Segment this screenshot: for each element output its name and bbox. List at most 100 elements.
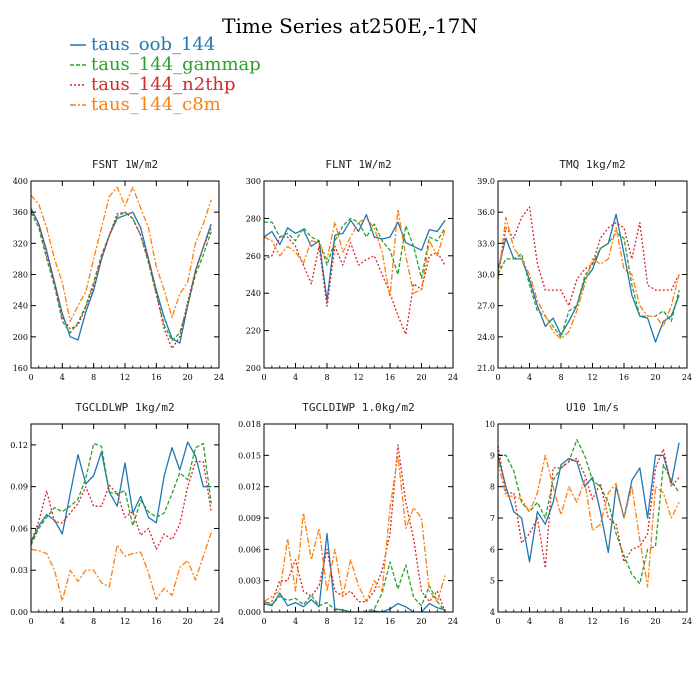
- y-tick-label: 200: [13, 333, 28, 342]
- x-tick-label: 8: [91, 617, 96, 626]
- x-tick-label: 4: [527, 373, 532, 382]
- x-tick-label: 16: [385, 373, 395, 382]
- y-tick-label: 30.0: [477, 271, 495, 280]
- panel-title: FLNT 1W/m2: [325, 158, 391, 171]
- x-tick-label: 16: [385, 617, 395, 626]
- y-tick-label: 9: [490, 451, 495, 460]
- y-tick-label: 280: [246, 214, 261, 223]
- y-tick-label: 8: [490, 483, 495, 492]
- x-tick-label: 12: [587, 617, 597, 626]
- series-group: [498, 439, 680, 588]
- y-tick-label: 0.015: [238, 451, 261, 460]
- plot-frame: [497, 423, 688, 613]
- x-tick-label: 12: [120, 373, 130, 382]
- x-tick-label: 20: [650, 617, 660, 626]
- x-tick-label: 24: [682, 617, 692, 626]
- series-line: [498, 445, 680, 569]
- y-tick-label: 10: [485, 420, 495, 429]
- panel-title: TGCLDIWP 1.0kg/m2: [302, 401, 415, 414]
- series-line: [264, 454, 446, 603]
- y-tick-label: 0.000: [238, 608, 261, 617]
- y-tick-label: 200: [246, 364, 261, 373]
- series-group: [31, 441, 212, 602]
- y-tick-label: 0.018: [238, 420, 261, 429]
- series-line: [498, 213, 680, 343]
- y-tick-label: 39.0: [477, 177, 495, 186]
- series-line: [264, 208, 446, 298]
- series-line: [31, 532, 212, 602]
- y-tick-label: 27.0: [477, 302, 495, 311]
- y-tick-label: 360: [13, 208, 28, 217]
- y-tick-label: 240: [246, 289, 261, 298]
- x-tick-label: 16: [619, 617, 629, 626]
- series-group: [498, 206, 680, 343]
- panel: TGCLDLWP 1kg/m2 0 4 8 12 16 20 24 0.00 0.03 0.06 0.…: [10, 401, 224, 626]
- x-tick-label: 12: [587, 373, 597, 382]
- series-line: [498, 454, 680, 588]
- y-tick-label: 36.0: [477, 208, 495, 217]
- series-line: [264, 236, 446, 335]
- legend-entry: taus_144_gammap: [70, 54, 261, 75]
- y-tick-label: 0.003: [238, 577, 261, 586]
- x-tick-label: 8: [558, 373, 563, 382]
- series-line: [264, 444, 446, 612]
- x-tick-label: 24: [214, 617, 224, 626]
- series-line: [31, 460, 212, 550]
- series-line: [31, 210, 212, 350]
- series-line: [264, 533, 446, 612]
- series-line: [264, 217, 446, 279]
- y-tick-label: 0.00: [10, 608, 28, 617]
- panel-title: FSNT 1W/m2: [92, 158, 158, 171]
- panels: FSNT 1W/m20 4 8 12 16 20 241602002402803203604…: [10, 158, 692, 626]
- panel-title: U10 1m/s: [566, 401, 619, 414]
- series-line: [498, 216, 680, 340]
- figure-title: Time Series at250E,-17N: [222, 14, 478, 38]
- y-tick-label: 400: [13, 177, 28, 186]
- x-tick-label: 4: [527, 617, 532, 626]
- x-tick-label: 12: [353, 373, 363, 382]
- series-line: [264, 561, 446, 612]
- y-tick-label: 5: [490, 577, 495, 586]
- y-tick-label: 280: [13, 271, 28, 280]
- x-tick-label: 24: [214, 373, 224, 382]
- legend-label: taus_144_c8m: [91, 94, 221, 115]
- x-tick-label: 8: [91, 373, 96, 382]
- panel: FSNT 1W/m2 0 4 8 12 16 20 24 160 200 240 280 320 360 4…: [13, 158, 224, 382]
- legend-label: taus_144_gammap: [91, 54, 261, 75]
- x-tick-label: 16: [151, 617, 161, 626]
- x-tick-label: 4: [293, 617, 298, 626]
- legend-label: taus_oob_144: [91, 34, 215, 55]
- plot-frame: [30, 423, 220, 613]
- legend-entry: taus_144_c8m: [70, 94, 221, 115]
- x-tick-label: 8: [324, 617, 329, 626]
- y-tick-label: 300: [246, 177, 261, 186]
- x-tick-label: 4: [293, 373, 298, 382]
- x-tick-label: 16: [151, 373, 161, 382]
- x-tick-label: 20: [183, 617, 193, 626]
- series-line: [498, 442, 680, 563]
- y-tick-label: 0.06: [10, 524, 28, 533]
- y-tick-label: 0.03: [10, 566, 28, 575]
- x-tick-label: 0: [28, 617, 33, 626]
- y-tick-label: 0.012: [238, 483, 261, 492]
- series-line: [498, 206, 680, 307]
- x-tick-label: 24: [682, 373, 692, 382]
- x-tick-label: 0: [495, 373, 500, 382]
- y-tick-label: 7: [490, 514, 495, 523]
- y-tick-label: 240: [13, 302, 28, 311]
- plot-frame: [263, 180, 454, 369]
- y-tick-label: 0.009: [238, 514, 261, 523]
- x-tick-label: 12: [120, 617, 130, 626]
- series-line: [498, 232, 680, 338]
- x-tick-label: 8: [324, 373, 329, 382]
- y-tick-label: 0.12: [10, 441, 28, 450]
- x-tick-label: 0: [28, 373, 33, 382]
- x-tick-label: 20: [416, 373, 426, 382]
- y-tick-label: 260: [246, 252, 261, 261]
- y-tick-label: 24.0: [477, 333, 495, 342]
- y-tick-label: 21.0: [477, 364, 495, 373]
- y-tick-label: 0.006: [238, 545, 261, 554]
- y-tick-label: 220: [246, 327, 261, 336]
